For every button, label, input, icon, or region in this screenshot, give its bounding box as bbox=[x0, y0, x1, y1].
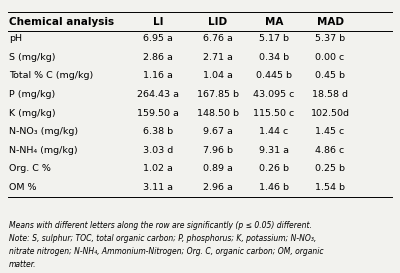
Text: 1.04 a: 1.04 a bbox=[203, 72, 233, 80]
Text: 7.96 b: 7.96 b bbox=[203, 146, 233, 155]
Text: Total % C (mg/kg): Total % C (mg/kg) bbox=[9, 72, 93, 80]
Text: OM %: OM % bbox=[9, 183, 36, 192]
Text: 6.76 a: 6.76 a bbox=[203, 34, 233, 43]
Text: 0.445 b: 0.445 b bbox=[256, 72, 292, 80]
Text: 167.85 b: 167.85 b bbox=[197, 90, 239, 99]
Text: MAD: MAD bbox=[316, 17, 344, 27]
Text: 6.95 a: 6.95 a bbox=[143, 34, 173, 43]
Text: 3.03 d: 3.03 d bbox=[143, 146, 173, 155]
Text: K (mg/kg): K (mg/kg) bbox=[9, 109, 56, 117]
Text: 1.02 a: 1.02 a bbox=[143, 164, 173, 173]
Text: 0.25 b: 0.25 b bbox=[315, 164, 345, 173]
Text: 1.46 b: 1.46 b bbox=[259, 183, 289, 192]
Text: 1.54 b: 1.54 b bbox=[315, 183, 345, 192]
Text: 2.86 a: 2.86 a bbox=[143, 53, 173, 62]
Text: P (mg/kg): P (mg/kg) bbox=[9, 90, 55, 99]
Text: 0.45 b: 0.45 b bbox=[315, 72, 345, 80]
Text: 5.37 b: 5.37 b bbox=[315, 34, 345, 43]
Text: Note: S, sulphur; TOC, total organic carbon; P, phosphorus; K, potassium; N-NO₃,: Note: S, sulphur; TOC, total organic car… bbox=[9, 234, 316, 243]
Text: 1.45 c: 1.45 c bbox=[315, 127, 345, 136]
Text: 1.44 c: 1.44 c bbox=[259, 127, 289, 136]
Text: matter.: matter. bbox=[9, 260, 36, 269]
Text: 5.17 b: 5.17 b bbox=[259, 34, 289, 43]
Text: N-NH₄ (mg/kg): N-NH₄ (mg/kg) bbox=[9, 146, 78, 155]
Text: 159.50 a: 159.50 a bbox=[137, 109, 179, 117]
Text: 4.86 c: 4.86 c bbox=[315, 146, 345, 155]
Text: LID: LID bbox=[208, 17, 228, 27]
Text: 148.50 b: 148.50 b bbox=[197, 109, 239, 117]
Text: 264.43 a: 264.43 a bbox=[137, 90, 179, 99]
Text: Org. C %: Org. C % bbox=[9, 164, 51, 173]
Text: N-NO₃ (mg/kg): N-NO₃ (mg/kg) bbox=[9, 127, 78, 136]
Text: 102.50d: 102.50d bbox=[310, 109, 350, 117]
Text: LI: LI bbox=[153, 17, 163, 27]
Text: 6.38 b: 6.38 b bbox=[143, 127, 173, 136]
Text: 2.96 a: 2.96 a bbox=[203, 183, 233, 192]
Text: 0.26 b: 0.26 b bbox=[259, 164, 289, 173]
Text: 43.095 c: 43.095 c bbox=[253, 90, 295, 99]
Text: 2.71 a: 2.71 a bbox=[203, 53, 233, 62]
Text: Means with different letters along the row are significantly (p ≤ 0.05) differen: Means with different letters along the r… bbox=[9, 221, 312, 230]
Text: 0.34 b: 0.34 b bbox=[259, 53, 289, 62]
Text: 0.00 c: 0.00 c bbox=[315, 53, 345, 62]
Text: MA: MA bbox=[265, 17, 283, 27]
Text: 9.67 a: 9.67 a bbox=[203, 127, 233, 136]
Text: 0.89 a: 0.89 a bbox=[203, 164, 233, 173]
Text: 9.31 a: 9.31 a bbox=[259, 146, 289, 155]
Text: 18.58 d: 18.58 d bbox=[312, 90, 348, 99]
Text: 115.50 c: 115.50 c bbox=[253, 109, 295, 117]
Text: 3.11 a: 3.11 a bbox=[143, 183, 173, 192]
Text: S (mg/kg): S (mg/kg) bbox=[9, 53, 55, 62]
Text: pH: pH bbox=[9, 34, 22, 43]
Text: Chemical analysis: Chemical analysis bbox=[9, 17, 114, 27]
Text: 1.16 a: 1.16 a bbox=[143, 72, 173, 80]
Text: nitrate nitrogen; N-NH₄, Ammonium-Nitrogen; Org. C, organic carbon; OM, organic: nitrate nitrogen; N-NH₄, Ammonium-Nitrog… bbox=[9, 247, 324, 256]
